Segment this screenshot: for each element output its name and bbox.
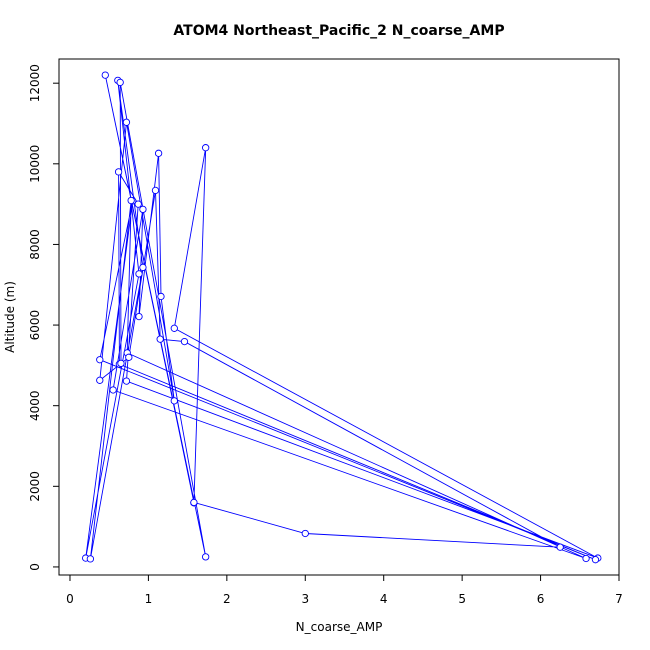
data-point <box>190 498 198 507</box>
y-tick-label: 12000 <box>28 64 42 102</box>
data-point <box>135 312 143 321</box>
x-tick-label: 5 <box>458 592 466 606</box>
y-tick-label: 8000 <box>28 229 42 260</box>
x-tick-label: 4 <box>380 592 388 606</box>
y-axis-label: Altitude (m) <box>3 281 17 353</box>
y-tick-label: 4000 <box>28 390 42 421</box>
data-point <box>116 78 124 87</box>
series-line <box>85 75 599 561</box>
data-point <box>134 200 142 208</box>
data-point <box>180 337 189 346</box>
chart-title: ATOM4 Northeast_Pacific_2 N_coarse_AMP <box>173 23 504 39</box>
x-tick-label: 0 <box>66 592 74 606</box>
data-point <box>301 529 309 538</box>
y-tick-label: 0 <box>28 563 42 571</box>
data-point <box>591 556 600 564</box>
data-point <box>127 196 135 205</box>
x-tick-label: 2 <box>223 592 231 606</box>
data-point <box>96 356 104 364</box>
data-point <box>170 397 178 405</box>
data-point <box>157 292 165 301</box>
data-point <box>556 543 564 551</box>
data-point <box>156 335 164 343</box>
y-tick-label: 10000 <box>28 145 42 183</box>
plot-frame <box>58 58 620 576</box>
y-tick-label: 2000 <box>28 471 42 502</box>
x-tick-label: 7 <box>615 592 623 606</box>
plot-area <box>58 58 620 576</box>
data-point <box>135 270 143 278</box>
x-tick-label: 6 <box>537 592 545 606</box>
data-point <box>117 359 125 368</box>
data-point <box>96 376 104 384</box>
data-point <box>125 353 133 361</box>
data-point <box>86 555 95 563</box>
data-point <box>154 149 163 157</box>
data-point <box>109 386 117 394</box>
data-point <box>114 168 123 176</box>
data-point <box>202 553 210 561</box>
data-point <box>202 144 210 152</box>
data-point <box>170 324 178 332</box>
x-tick-label: 1 <box>145 592 153 606</box>
data-point <box>122 118 131 126</box>
x-axis: 0 1 2 3 4 5 6 7 <box>66 574 623 606</box>
data-point <box>139 263 147 272</box>
x-tick-label: 3 <box>301 592 309 606</box>
data-point <box>139 205 147 214</box>
y-axis: 0 2000 4000 6000 8000 10000 12000 <box>28 64 60 571</box>
data-point <box>122 377 131 385</box>
data-point <box>101 71 109 79</box>
data-point <box>582 554 590 563</box>
data-point <box>151 186 160 195</box>
y-tick-label: 6000 <box>28 310 42 341</box>
x-axis-label: N_coarse_AMP <box>296 620 383 634</box>
